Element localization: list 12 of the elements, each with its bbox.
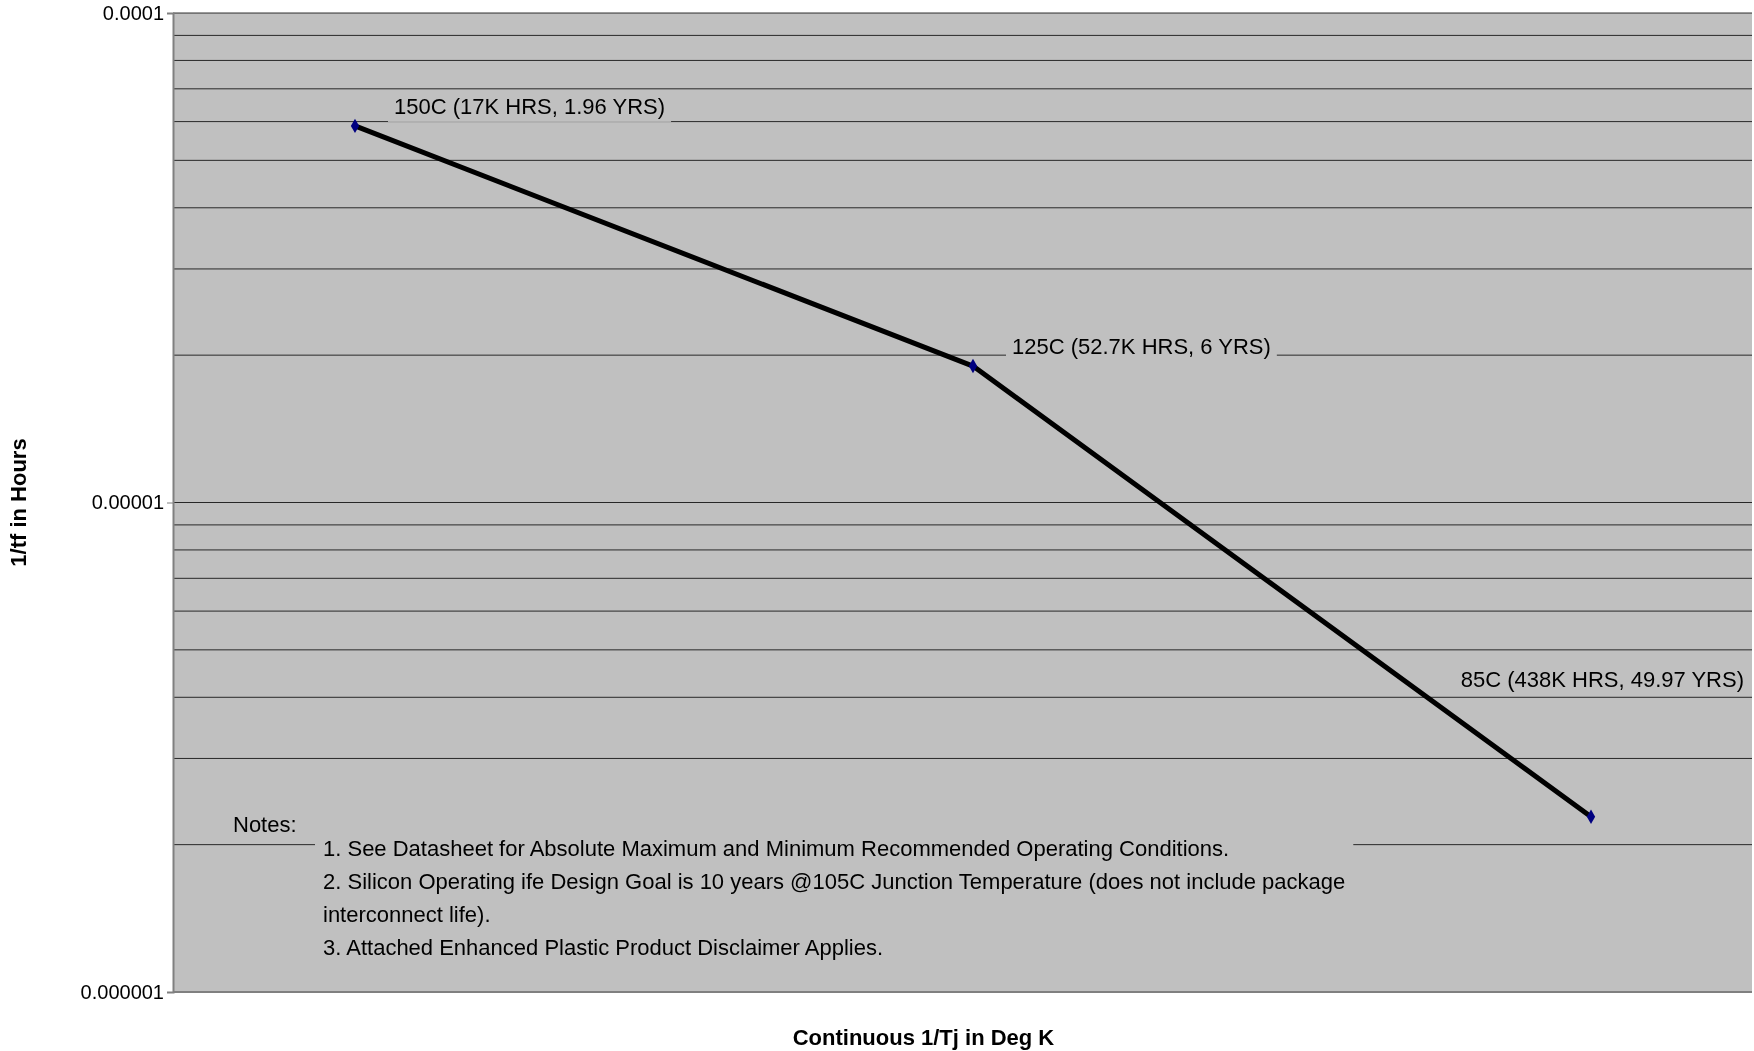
y-tick-label: 0.0001 — [102, 1, 164, 24]
y-axis-title: 1/tf in Hours — [6, 438, 31, 567]
annotation: 2. Silicon Operating ife Design Goal is 10 years @105C Junction Temperature (does not include package interconnect life). — [323, 869, 1346, 927]
annotation: 125C (52.7K HRS, 6 YRS) — [1012, 334, 1271, 360]
annotation: Notes: — [233, 812, 297, 837]
annotation: 85C (438K HRS, 49.97 YRS) — [1460, 666, 1744, 692]
y-tick-label: 0.000001 — [80, 980, 164, 1003]
annotation: 150C (17K HRS, 1.96 YRS) — [394, 93, 666, 119]
y-tick-label: 0.00001 — [91, 491, 164, 514]
annotation: 3. Attached Enhanced Plastic Product Disclaimer Applies. — [323, 935, 884, 960]
x-axis-title: Continuous 1/Tj in Deg K — [792, 1025, 1055, 1050]
annotation: 1. See Datasheet for Absolute Maximum and Minimum Recommended Operating Conditions. — [323, 836, 1230, 861]
